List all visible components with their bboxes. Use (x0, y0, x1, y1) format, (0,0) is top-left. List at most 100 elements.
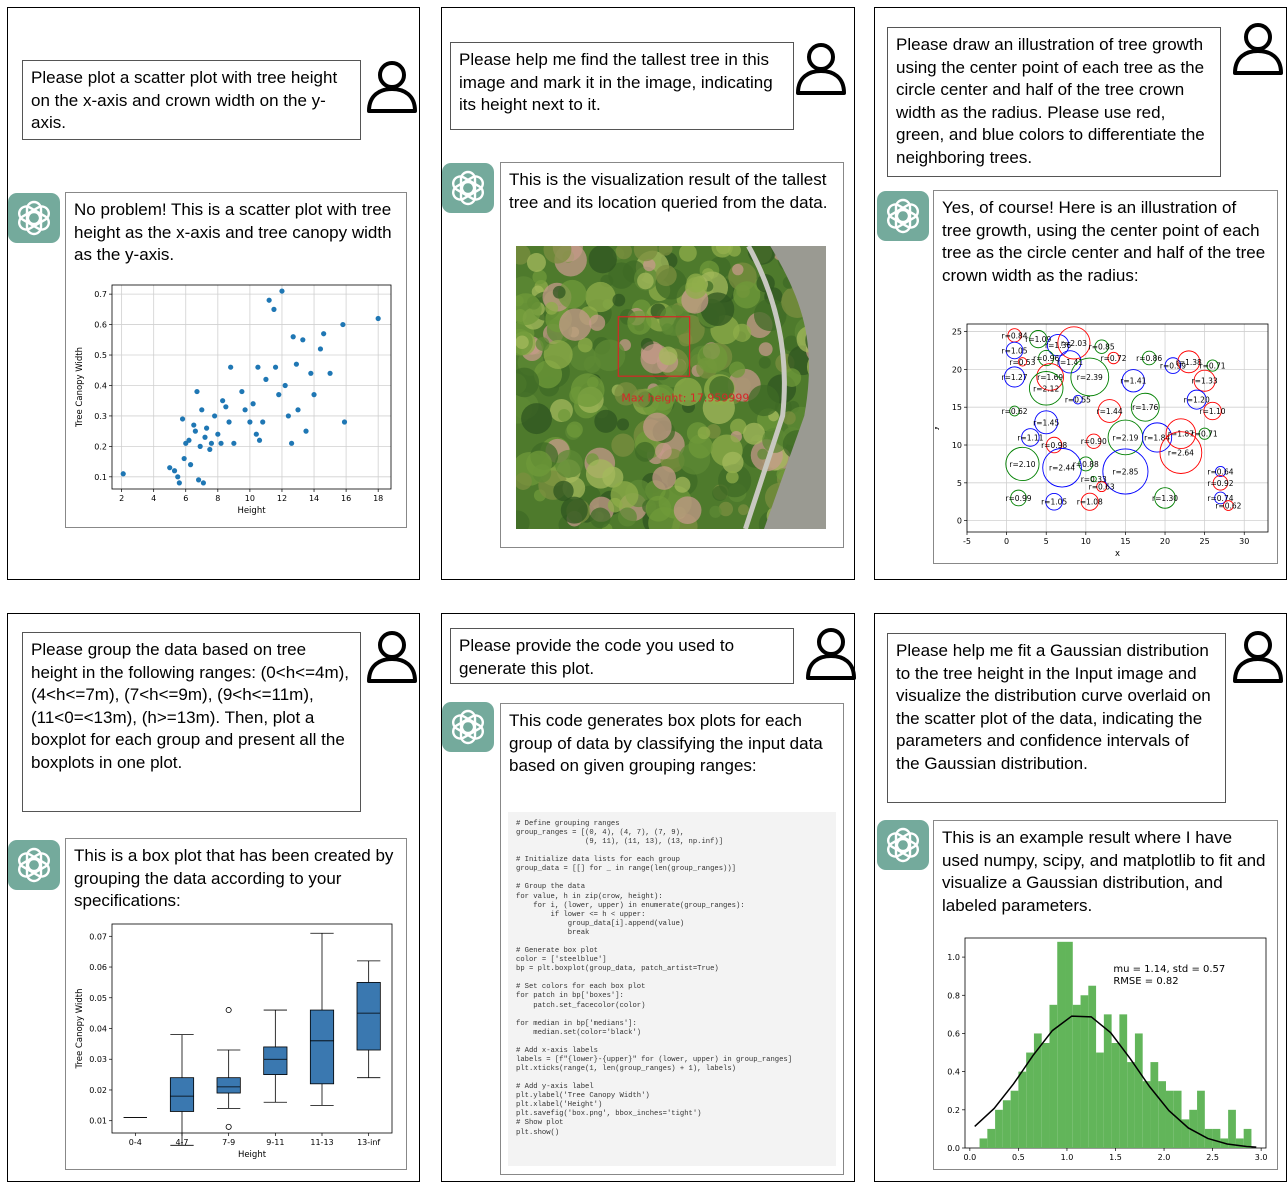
radius-label: r=1.44 (1097, 407, 1123, 416)
canopy-texture (594, 410, 617, 433)
code-section: # Define grouping rangesgroup_ranges = [… (516, 820, 828, 847)
scatter-point (220, 398, 225, 403)
scatter-point (376, 316, 381, 321)
user-message-box: Please group the data based on tree heig… (22, 632, 361, 812)
canopy-texture (674, 477, 690, 493)
scatter-point (209, 441, 214, 446)
assistant-icon-bg (877, 191, 929, 241)
canopy-texture (584, 356, 601, 373)
y-tick-label: 0.02 (89, 1086, 107, 1095)
canopy-texture (738, 504, 749, 515)
assistant-icon (877, 191, 929, 241)
x-axis-label: Height (238, 1150, 267, 1160)
radius-label: r=0.53 (1009, 358, 1035, 367)
x-tick-label: 1.5 (1109, 1153, 1122, 1162)
assistant-message: This is the visualization result of the … (501, 163, 843, 220)
y-tick-label: 0.04 (89, 1025, 107, 1034)
scatter-point (327, 371, 332, 376)
scatter-point (186, 438, 191, 443)
code-line: group_data = [[] for _ in range(len(grou… (516, 865, 828, 874)
canopy-texture (655, 443, 672, 460)
canopy-texture (527, 253, 546, 272)
box (357, 982, 380, 1050)
radius-label: r=1.38 (1176, 358, 1202, 367)
code-line: # Add x-axis labels (516, 1047, 828, 1056)
radius-label: r=0.99 (1005, 494, 1031, 503)
code-line: group_data[i].append(value) (516, 920, 828, 929)
user-icon (793, 40, 849, 96)
x-tick-label: 0-4 (129, 1138, 142, 1147)
histogram-bar (1026, 1053, 1034, 1148)
radius-label: r=2.12 (1033, 384, 1059, 393)
assistant-icon-bg (877, 820, 929, 870)
assistant-icon (877, 820, 929, 870)
histogram-bar (1244, 1129, 1252, 1148)
scatter-point (254, 432, 259, 437)
y-tick-label: 0.2 (947, 1106, 960, 1115)
page: {"panels": [ {"user": "Please plot a sca… (0, 0, 1287, 1182)
histogram-bar (1158, 1081, 1166, 1148)
y-tick-label: 10 (952, 441, 962, 450)
user-icon-body (1235, 51, 1281, 73)
code-line: # Define grouping ranges (516, 820, 828, 829)
canopy-texture (646, 496, 672, 522)
histogram-bar (995, 1110, 1003, 1148)
code-line: group_ranges = [(0, 4), (4, 7), (7, 9), (516, 829, 828, 838)
canopy-texture (571, 373, 605, 407)
histogram-bar (1042, 1043, 1050, 1148)
code-section: # Generate box plotcolor = ['steelblue']… (516, 947, 828, 974)
radius-label: r=0.84 (1001, 331, 1027, 340)
scatter-point (215, 432, 220, 437)
scatter-point (121, 471, 126, 476)
canopy-texture (586, 459, 615, 488)
canopy-texture (659, 347, 678, 366)
canopy-texture (612, 294, 625, 307)
x-tick-label: 3.0 (1255, 1153, 1268, 1162)
user-message: Please draw an illustration of tree grow… (888, 28, 1220, 175)
scatter-point (223, 404, 228, 409)
scatter-point (194, 389, 199, 394)
code-line: if lower <= h < upper: (516, 911, 828, 920)
user-message: Please plot a scatter plot with tree hei… (23, 61, 360, 141)
canopy-texture (709, 506, 721, 518)
scatter-point (247, 419, 252, 424)
canopy-texture (733, 324, 751, 342)
scatter-point (202, 435, 207, 440)
scatter-point (295, 407, 300, 412)
histogram-bar (1034, 1033, 1042, 1148)
code-block: # Define grouping rangesgroup_ranges = [… (508, 812, 836, 1166)
scatter-point (196, 477, 201, 482)
y-tick-label: 0.1 (94, 473, 107, 482)
plot-frame (112, 924, 392, 1133)
y-tick-label: 0.7 (94, 290, 107, 299)
canopy-texture (590, 508, 611, 529)
radius-label: r=1.76 (1132, 403, 1158, 412)
histogram-bar (1096, 1053, 1104, 1148)
scatter-point (239, 389, 244, 394)
code-line: (9, 11), (11, 13), (13, np.inf)] (516, 838, 828, 847)
x-tick-label: 7-9 (222, 1138, 235, 1147)
canopy-texture (743, 423, 765, 445)
scatter-point (289, 441, 294, 446)
radius-label: r=0.88 (1073, 460, 1099, 469)
scatter-point (260, 419, 265, 424)
scatter-point (263, 377, 268, 382)
scatter-point (242, 407, 247, 412)
user-message: Please help me find the tallest tree in … (451, 43, 793, 123)
x-tick-label: -5 (963, 537, 971, 546)
canopy-texture (532, 270, 546, 284)
histogram-bar (1127, 1062, 1135, 1148)
canopy-texture (697, 343, 727, 373)
code-line: plt.show() (516, 1129, 828, 1138)
canopy-texture (652, 466, 676, 490)
histogram-bar (1081, 995, 1089, 1148)
canopy-texture (643, 413, 672, 442)
flier (226, 1007, 231, 1012)
figure: Max height: 17.959999 (516, 246, 826, 529)
radius-label: r=1.45 (1033, 418, 1059, 427)
box (264, 1047, 287, 1075)
scatter-point (318, 346, 323, 351)
histogram-bar (1011, 1091, 1019, 1148)
canopy-texture (545, 302, 558, 315)
canopy-texture (521, 403, 552, 434)
